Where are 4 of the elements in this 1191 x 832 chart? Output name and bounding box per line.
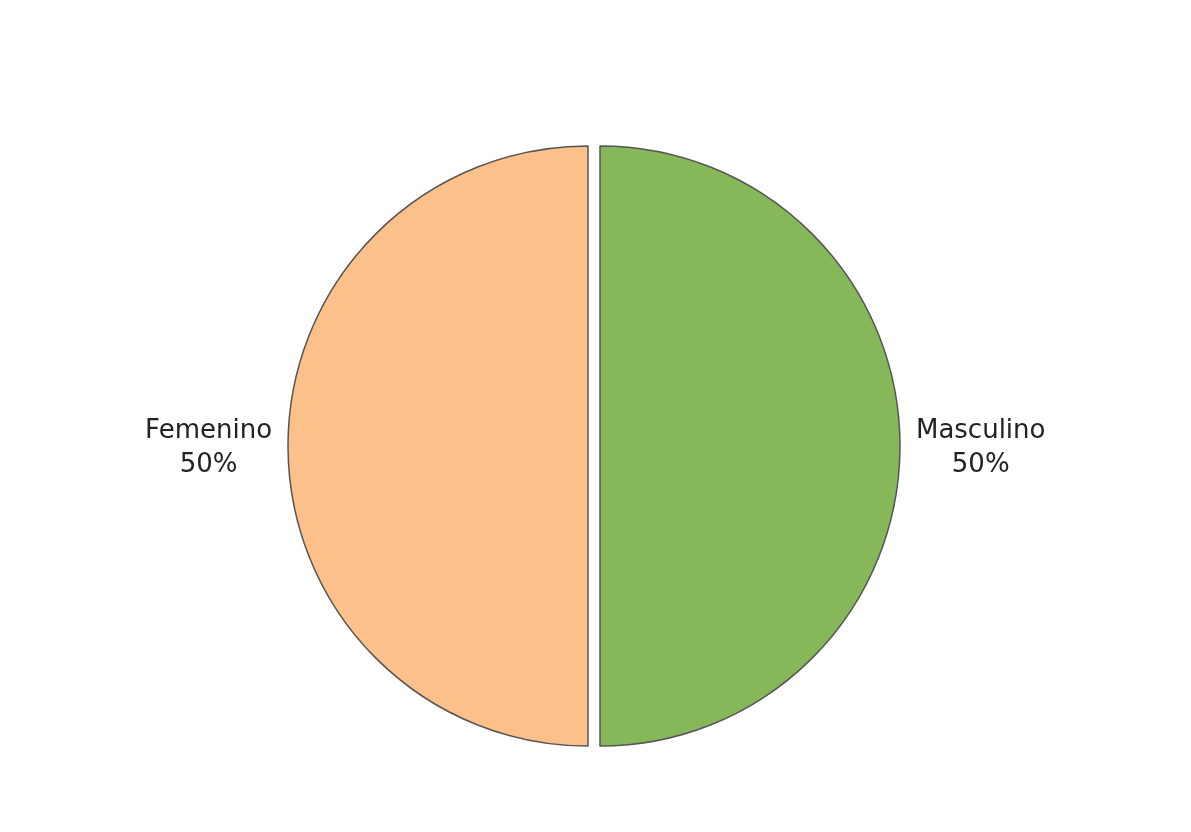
slice-label: Masculino — [915, 414, 1046, 445]
slice-label: Femenino — [145, 414, 273, 445]
data-label: 50% — [951, 447, 1010, 478]
data-label: 50% — [179, 447, 238, 478]
